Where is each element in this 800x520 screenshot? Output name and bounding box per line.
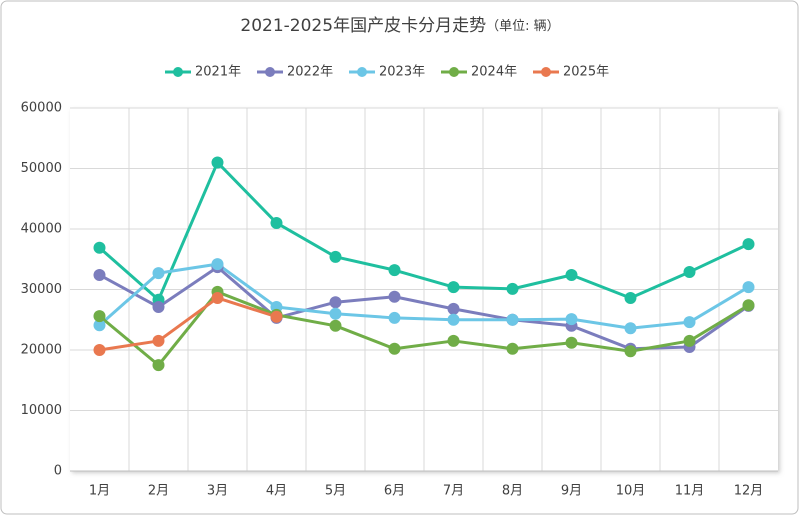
legend-label: 2022年 — [287, 65, 333, 80]
data-point — [683, 334, 696, 347]
data-point — [152, 359, 165, 372]
data-point — [683, 265, 696, 278]
unit: （单位: 辆） — [486, 19, 560, 34]
data-point — [742, 238, 755, 251]
y-tick-label: 10000 — [21, 403, 62, 418]
y-tick-label: 50000 — [21, 161, 62, 176]
data-point — [329, 307, 342, 320]
data-point — [211, 156, 224, 169]
data-point — [565, 268, 578, 281]
data-point — [93, 344, 106, 356]
data-point — [388, 311, 401, 324]
legend-marker — [449, 67, 459, 77]
data-point — [93, 310, 106, 323]
y-tick-label: 40000 — [21, 222, 62, 237]
x-tick-label: 4月 — [266, 484, 287, 499]
data-point — [93, 268, 106, 281]
legend-label: 2024年 — [471, 65, 517, 80]
data-point — [329, 319, 342, 332]
data-point — [388, 342, 401, 355]
data-point — [270, 216, 283, 229]
series-line — [98, 262, 750, 330]
y-tick-label: 60000 — [21, 101, 62, 116]
data-point — [506, 342, 519, 355]
legend-marker — [265, 67, 275, 77]
data-point — [447, 281, 460, 294]
series-line — [99, 296, 277, 352]
x-tick-label: 3月 — [207, 484, 228, 499]
data-point — [506, 313, 519, 326]
data-point — [329, 296, 342, 309]
x-tick-label: 10月 — [616, 484, 646, 499]
legend-marker — [541, 67, 551, 77]
chart-title: 2021-2025年国产皮卡分月走势（单位: 辆） — [240, 16, 559, 36]
data-point — [388, 290, 401, 303]
data-point — [93, 319, 106, 332]
y-tick-label: 0 — [54, 464, 62, 479]
legend-marker — [357, 67, 367, 77]
title: 2021-2025年国产皮卡分月走势 — [240, 16, 486, 36]
x-tick-label: 5月 — [325, 484, 346, 499]
data-point — [329, 250, 342, 263]
data-point — [624, 322, 637, 335]
data-point — [506, 282, 519, 295]
x-tick-label: 9月 — [561, 484, 582, 499]
x-tick-label: 2月 — [148, 484, 169, 499]
data-point — [93, 241, 106, 254]
data-point — [742, 281, 755, 294]
data-point — [388, 264, 401, 277]
y-tick-label: 20000 — [21, 343, 62, 358]
legend-label: 2025年 — [563, 65, 609, 80]
data-point — [624, 291, 637, 304]
legend-marker — [173, 67, 183, 77]
data-point — [624, 345, 637, 358]
data-point — [270, 310, 283, 323]
data-point — [565, 336, 578, 349]
data-point — [152, 301, 165, 314]
x-tick-label: 1月 — [89, 484, 110, 499]
data-point — [152, 267, 165, 280]
data-point — [447, 334, 460, 347]
data-point — [211, 258, 224, 271]
data-point — [742, 299, 755, 312]
data-point — [211, 291, 224, 304]
x-tick-label: 7月 — [443, 484, 464, 499]
data-point — [447, 313, 460, 326]
legend-label: 2023年 — [379, 65, 425, 80]
y-tick-label: 30000 — [21, 282, 62, 297]
data-point — [447, 302, 460, 315]
legend-label: 2021年 — [195, 65, 241, 80]
data-point — [565, 313, 578, 326]
x-tick-label: 11月 — [675, 484, 705, 499]
x-tick-label: 12月 — [734, 484, 764, 499]
x-tick-label: 6月 — [384, 484, 405, 499]
series-line — [98, 160, 750, 302]
data-point — [683, 316, 696, 329]
data-point — [152, 334, 165, 347]
x-tick-label: 8月 — [502, 484, 523, 499]
